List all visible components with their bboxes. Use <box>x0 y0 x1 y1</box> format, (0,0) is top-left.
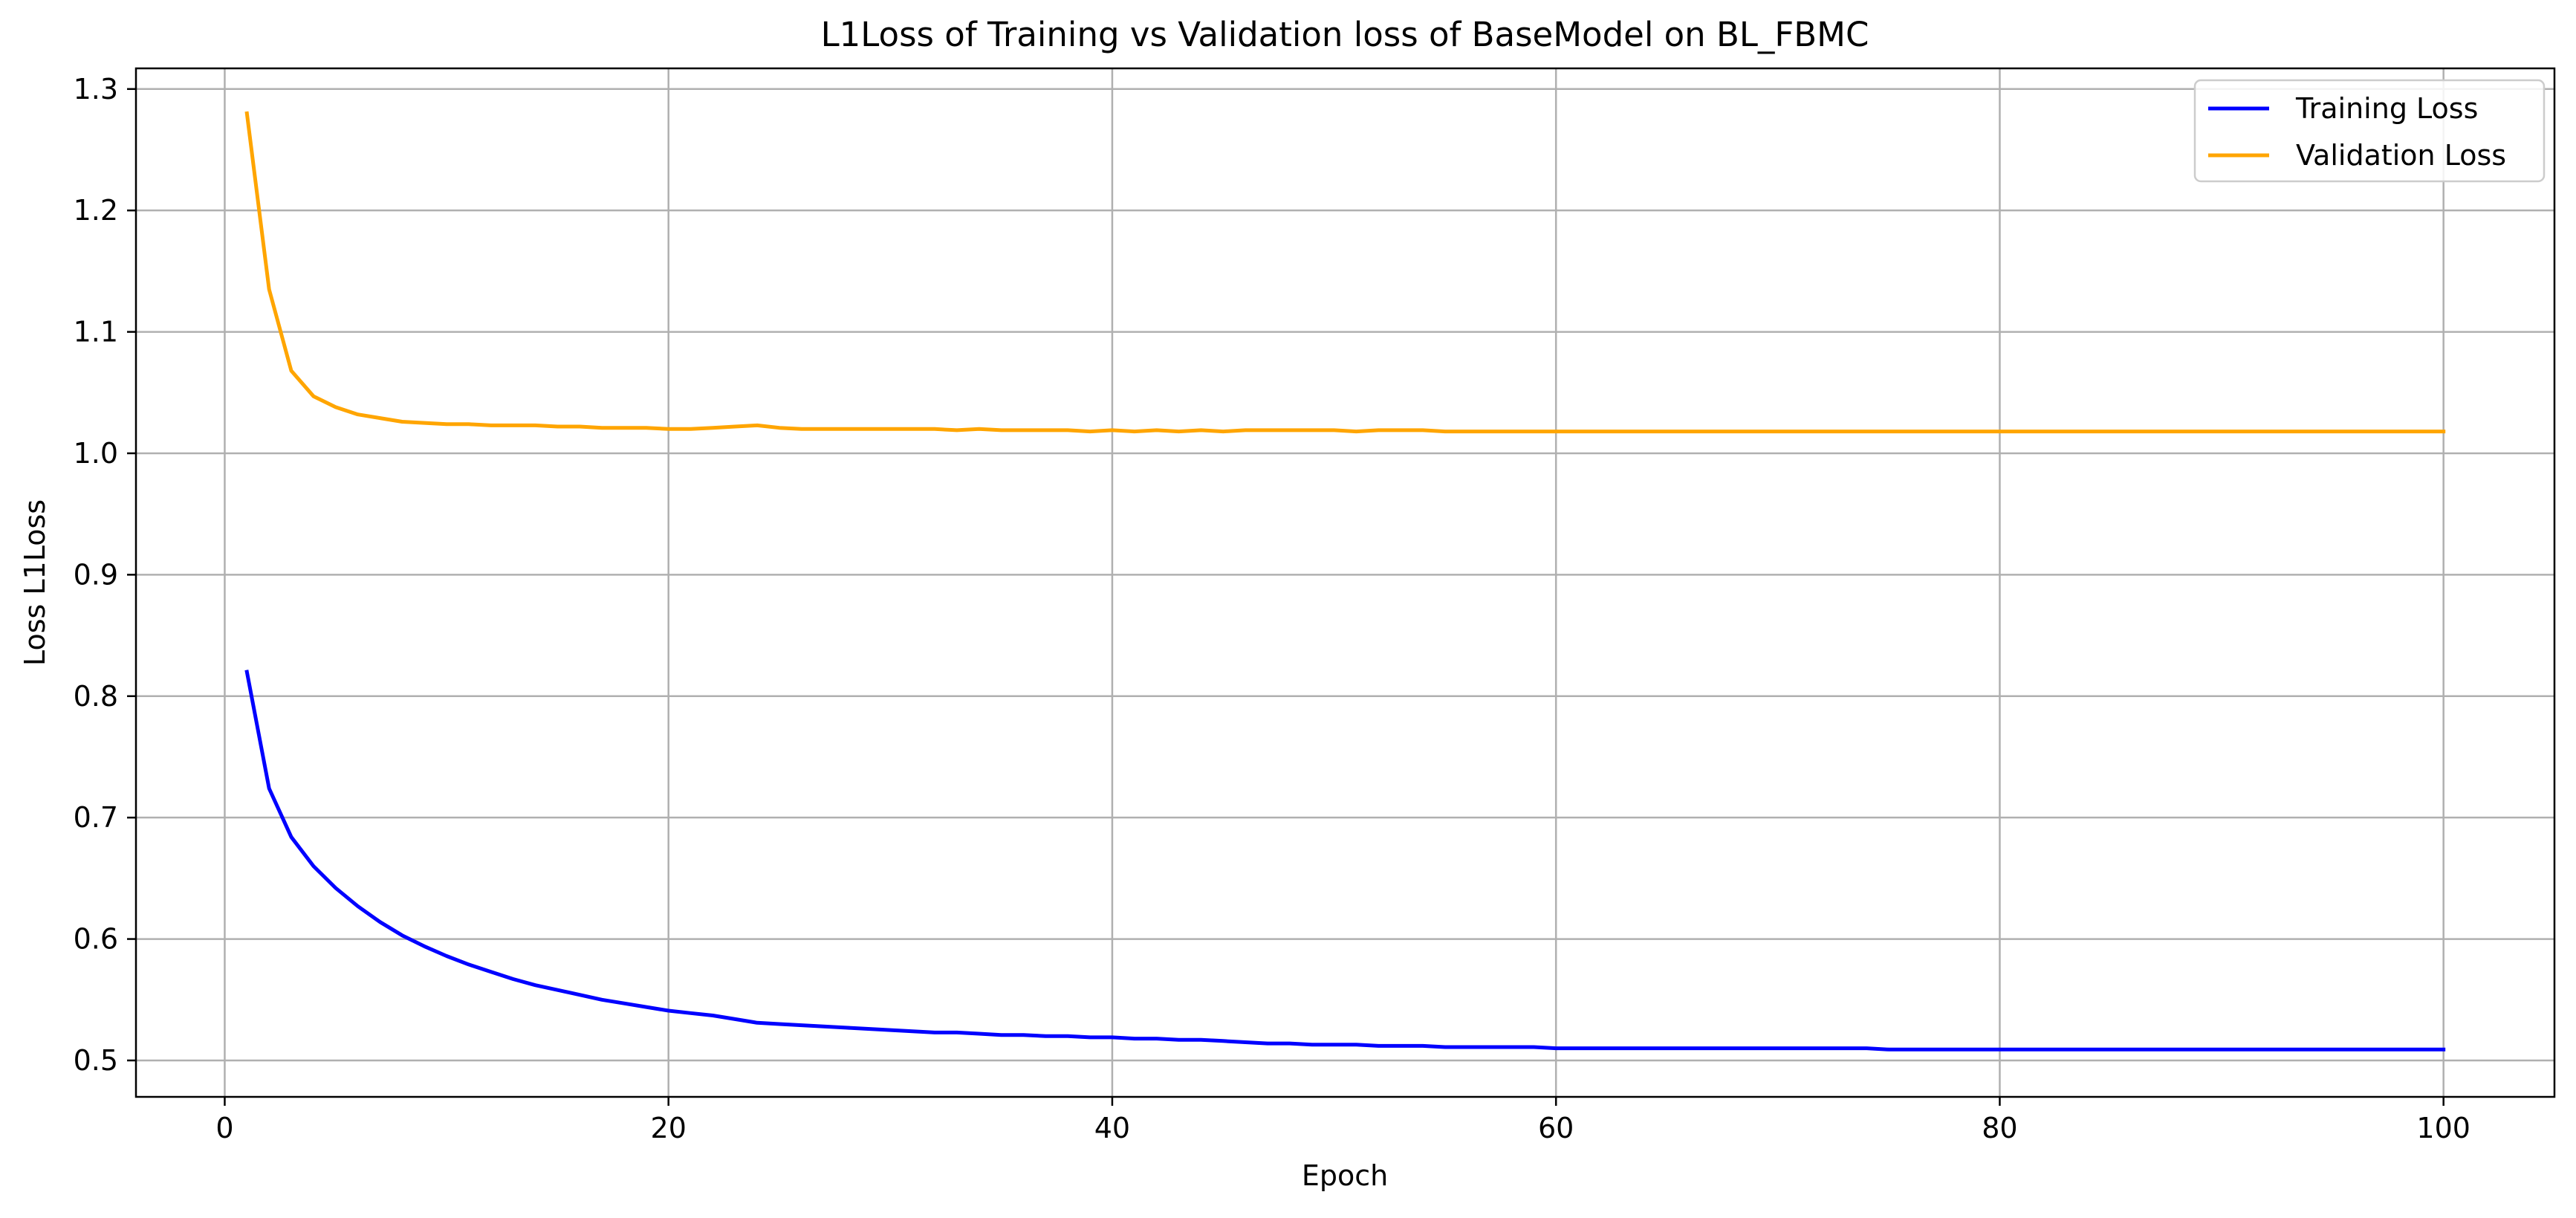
x-tick-label: 80 <box>1982 1112 2017 1144</box>
validation-loss-line <box>244 111 2446 434</box>
legend-box <box>2193 79 2546 183</box>
series-lines <box>244 111 2446 1052</box>
y-tick-label: 0.5 <box>74 1044 118 1077</box>
x-tick-label: 60 <box>1538 1112 1574 1144</box>
y-tick-label: 1.2 <box>74 194 118 227</box>
x-tick-label: 40 <box>1094 1112 1130 1144</box>
y-tick-label: 1.1 <box>74 316 118 349</box>
y-tick-label: 1.0 <box>74 437 118 470</box>
y-tick-label: 0.8 <box>74 680 118 713</box>
y-axis-label: Loss L1Loss <box>19 499 51 666</box>
plot-frame <box>134 67 2556 1098</box>
x-tick-label: 100 <box>2416 1112 2470 1144</box>
training-loss-line <box>244 670 2446 1052</box>
legend-label-validation: Validation Loss <box>2296 139 2506 172</box>
axis-ticks: 0 20 40 60 80 100 0.5 0.6 0.7 0.8 0.9 1.0 1.1 1.2 1.3 <box>74 73 2470 1144</box>
y-tick-label: 0.6 <box>74 923 118 956</box>
y-tick-label: 1.3 <box>74 73 118 106</box>
y-tick-label: 0.7 <box>74 801 118 834</box>
y-tick-label: 0.9 <box>74 558 118 591</box>
x-axis-label: Epoch <box>1302 1159 1388 1192</box>
x-tick-label: 20 <box>651 1112 687 1144</box>
x-tick-label: 0 <box>215 1112 233 1144</box>
legend: Training Loss Validation Loss <box>2193 79 2546 183</box>
chart-title: L1Loss of Training vs Validation loss of… <box>821 15 1869 54</box>
legend-label-training: Training Loss <box>2295 92 2478 125</box>
grid <box>136 68 2554 1097</box>
